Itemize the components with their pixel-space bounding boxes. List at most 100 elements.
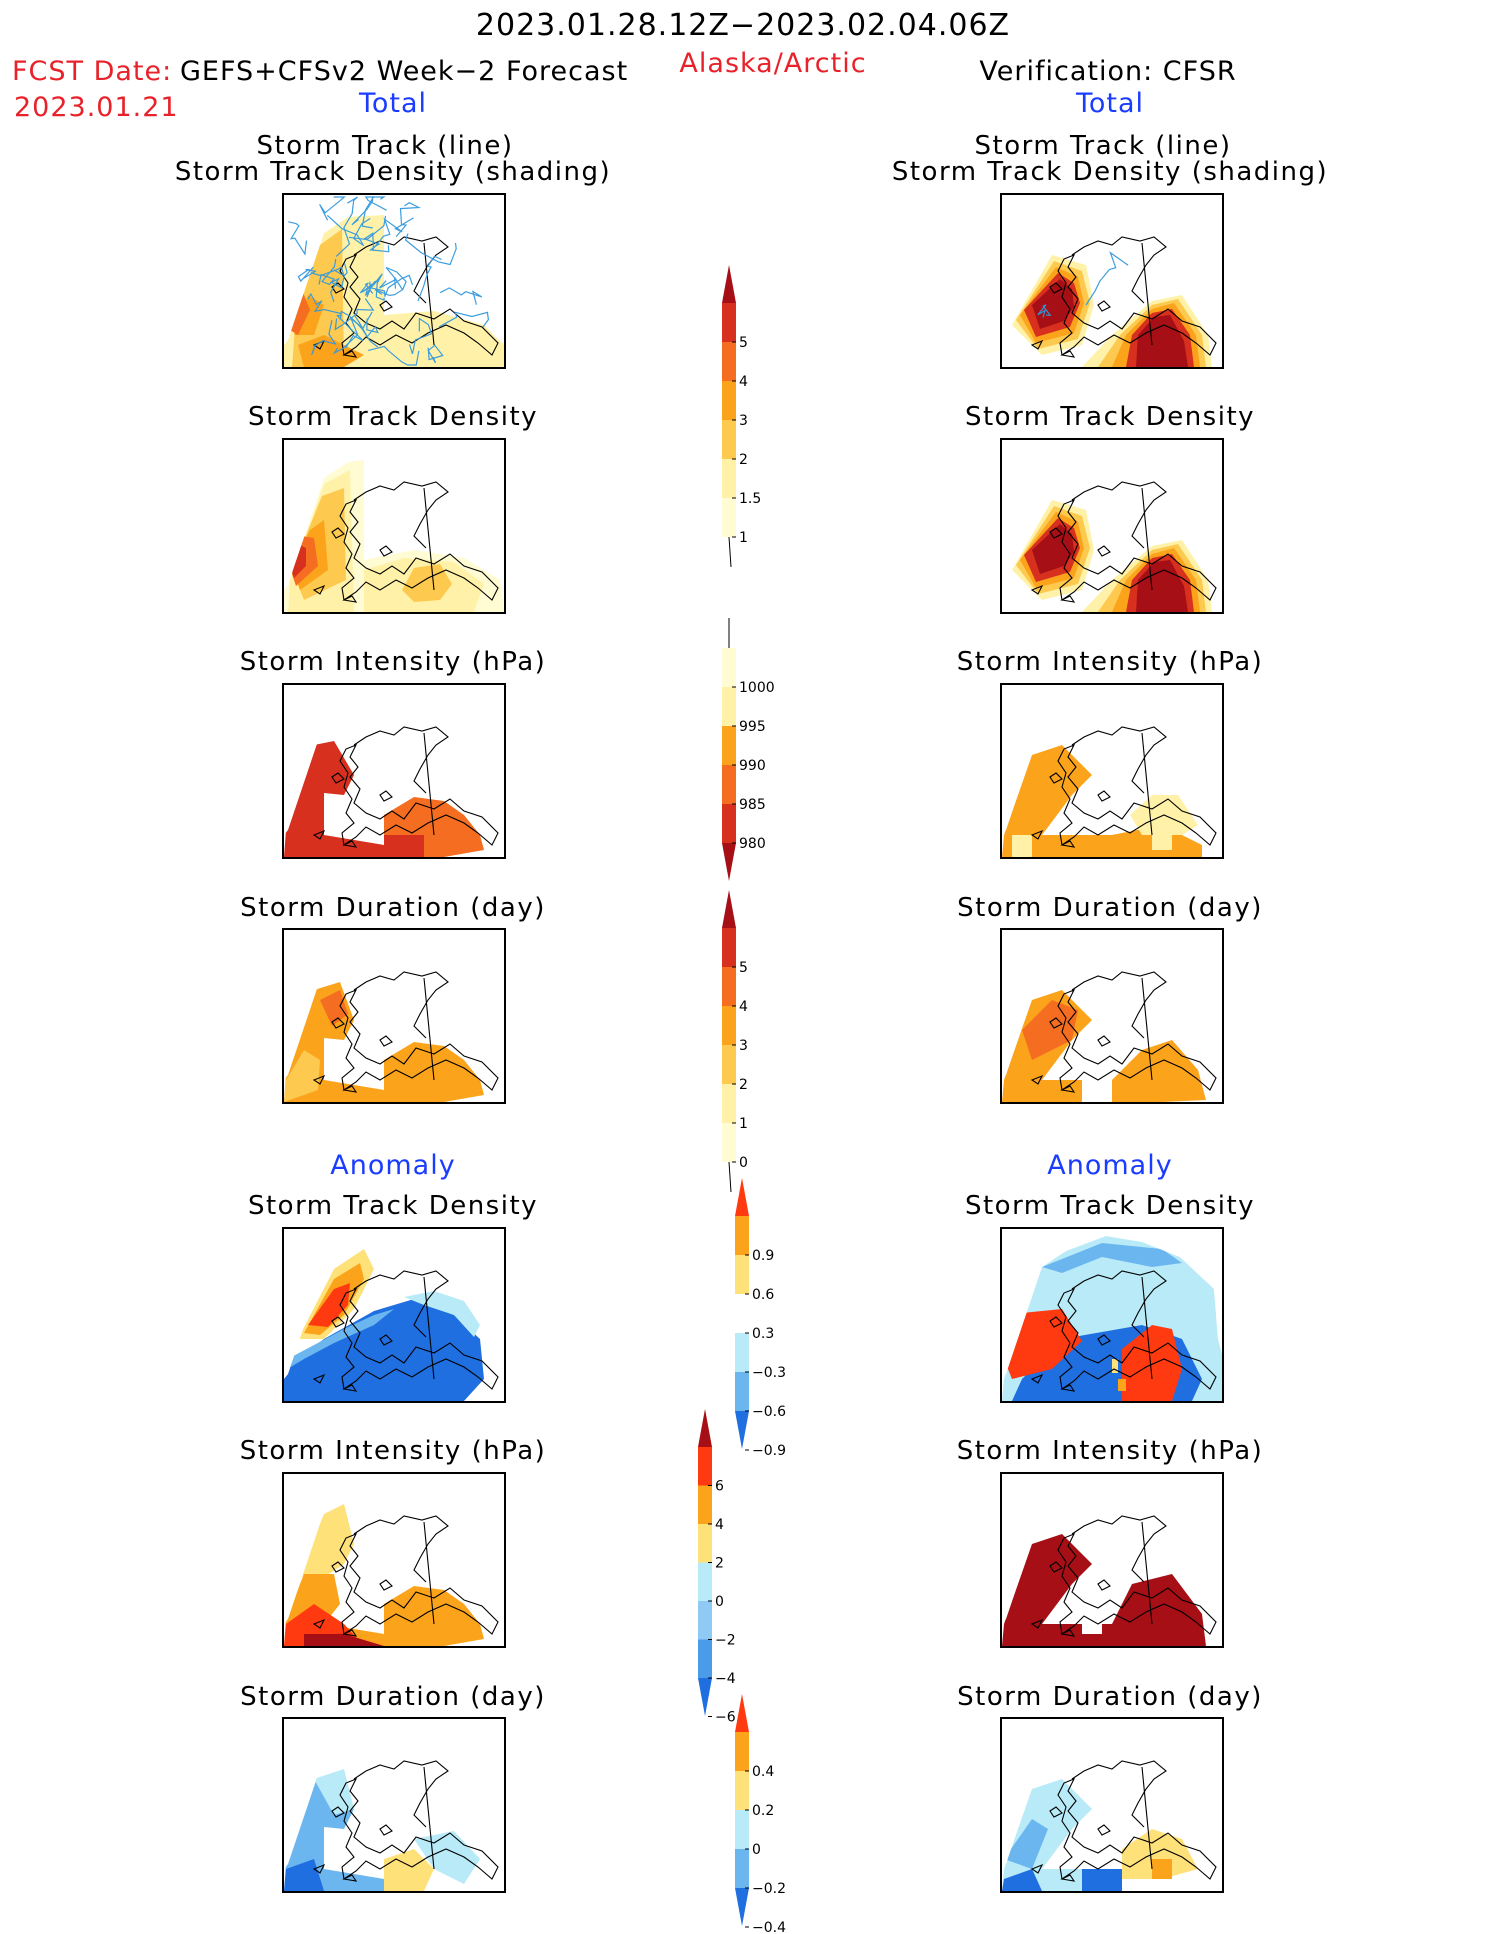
colorbar-tick-label: 0 bbox=[752, 1842, 761, 1858]
title-anom-intensity-right: Storm Intensity (hPa) bbox=[956, 1436, 1264, 1466]
shaded-region bbox=[1002, 1869, 1042, 1891]
coastline bbox=[1030, 726, 1217, 848]
colorbar-tick-label: 0 bbox=[739, 1155, 748, 1171]
map-duration-forecast bbox=[282, 928, 506, 1104]
colorbar-segment bbox=[722, 1123, 736, 1162]
coastline bbox=[1030, 481, 1217, 603]
colorbar-tick-label: 2 bbox=[739, 1077, 748, 1093]
shaded-region bbox=[314, 1769, 354, 1815]
shaded-region bbox=[1004, 1309, 1082, 1379]
colorbar-canvas: 5 4 3 2 1.5 1 bbox=[722, 265, 761, 568]
colorbar-segment bbox=[722, 765, 736, 804]
map-anom-density-forecast bbox=[282, 1227, 506, 1403]
colorbar-tick-label: −0.3 bbox=[752, 1365, 786, 1381]
title-track-shading-right: Storm Track Density (shading) bbox=[891, 157, 1329, 187]
map-density-verification bbox=[1000, 438, 1224, 614]
map-canvas bbox=[1012, 481, 1217, 612]
colorbar-tick-label: 995 bbox=[739, 719, 766, 735]
verification-total-label: Total bbox=[1075, 88, 1145, 119]
shaded-region bbox=[298, 335, 364, 367]
colorbar-segment bbox=[698, 1562, 712, 1601]
colorbar-intensity-anom: 6 4 2 0 −2 −4 −6 bbox=[698, 1409, 768, 1726]
colorbar-intensity-total: 1000 995 990 985 980 bbox=[722, 618, 792, 889]
colorbar-duration-total: 5 4 3 2 1 0 bbox=[722, 890, 792, 1193]
colorbar-tick-label: 1 bbox=[739, 530, 748, 546]
title-density-left: Storm Track Density bbox=[247, 402, 539, 432]
colorbar-density-anom: 0.9 0.6 0.3 −0.3 −0.6 −0.9 bbox=[735, 1178, 805, 1459]
colorbar-segment bbox=[722, 303, 736, 342]
shaded-region bbox=[402, 564, 452, 602]
map-intensity-verification bbox=[1000, 683, 1224, 859]
colorbar-top-arrow bbox=[735, 1178, 749, 1216]
coastline bbox=[312, 1760, 499, 1882]
shaded-region bbox=[284, 741, 384, 857]
map-intensity-forecast bbox=[282, 683, 506, 859]
colorbar-segment bbox=[722, 726, 736, 765]
map-anom-duration-forecast bbox=[282, 1717, 506, 1893]
title-anom-intensity-left: Storm Intensity (hPa) bbox=[239, 1436, 547, 1466]
title-track-line-left: Storm Track (line) bbox=[256, 131, 514, 161]
colorbar-segment bbox=[722, 498, 736, 537]
map-canvas bbox=[284, 971, 499, 1102]
colorbar-segment bbox=[722, 381, 736, 420]
colorbar-canvas: 1000 995 990 985 980 bbox=[722, 618, 775, 881]
shaded-region bbox=[1118, 1379, 1126, 1391]
shaded-region bbox=[1122, 1829, 1198, 1879]
colorbar-tick-label: 0.3 bbox=[752, 1326, 774, 1342]
map-canvas bbox=[284, 1760, 499, 1891]
shaded-region bbox=[284, 1309, 394, 1371]
map-track-verification bbox=[1000, 193, 1224, 369]
colorbar-segment bbox=[698, 1639, 712, 1678]
map-canvas bbox=[1002, 1760, 1217, 1891]
colorbar-segment bbox=[698, 1447, 712, 1486]
coastline bbox=[312, 971, 499, 1093]
colorbar-segment bbox=[735, 1255, 749, 1294]
colorbar-segment bbox=[735, 1372, 749, 1411]
colorbar-segment bbox=[722, 1006, 736, 1045]
colorbar-tick-label: 980 bbox=[739, 836, 766, 852]
map-anom-density-verification bbox=[1000, 1227, 1224, 1403]
shaded-region bbox=[384, 311, 504, 367]
colorbar-tick-label: 6 bbox=[715, 1479, 724, 1495]
shaded-region bbox=[1112, 1040, 1206, 1102]
colorbar-tick-label: −4 bbox=[715, 1671, 736, 1687]
fcst-date-label: FCST Date: bbox=[12, 56, 173, 87]
map-track-forecast bbox=[282, 193, 506, 369]
colorbar-tick-label: 5 bbox=[739, 335, 748, 351]
map-anom-duration-verification bbox=[1000, 1717, 1224, 1893]
colorbar-segment bbox=[735, 1294, 749, 1333]
title-duration-left: Storm Duration (day) bbox=[240, 893, 546, 923]
colorbar-segment bbox=[722, 967, 736, 1006]
colorbar-tick-label: −6 bbox=[715, 1710, 736, 1726]
colorbar-top-arrow bbox=[698, 1409, 712, 1447]
map-canvas bbox=[1002, 971, 1217, 1102]
shaded-region bbox=[1002, 745, 1112, 857]
colorbar-segment bbox=[735, 1810, 749, 1849]
map-canvas bbox=[284, 1504, 499, 1646]
map-anom-intensity-forecast bbox=[282, 1472, 506, 1648]
colorbar-bottom-arrow bbox=[735, 1888, 749, 1926]
shaded-region bbox=[1112, 1574, 1206, 1646]
shaded-region bbox=[284, 1859, 324, 1891]
colorbar-tick-label: 0.9 bbox=[752, 1248, 774, 1264]
title-duration-right: Storm Duration (day) bbox=[957, 893, 1263, 923]
map-canvas bbox=[284, 1249, 499, 1401]
map-anom-intensity-verification bbox=[1000, 1472, 1224, 1648]
coastline bbox=[312, 481, 499, 603]
shaded-region bbox=[1152, 835, 1172, 850]
colorbar-segment bbox=[722, 459, 736, 498]
map-canvas bbox=[1002, 1515, 1217, 1646]
verification-anomaly-label: Anomaly bbox=[1047, 1150, 1173, 1181]
storm-tracks bbox=[288, 196, 490, 366]
colorbar-tick-label: 985 bbox=[739, 797, 766, 813]
map-canvas bbox=[284, 460, 504, 612]
colorbar-tick-label: 1000 bbox=[739, 680, 775, 696]
colorbar-segment bbox=[722, 342, 736, 381]
shaded-region bbox=[1136, 560, 1188, 612]
colorbar-segment bbox=[735, 1216, 749, 1255]
shaded-region bbox=[284, 1050, 320, 1102]
map-duration-verification bbox=[1000, 928, 1224, 1104]
colorbar-segment bbox=[698, 1524, 712, 1563]
colorbar-tick-label: 5 bbox=[739, 960, 748, 976]
colorbar-top-arrow bbox=[722, 265, 736, 303]
